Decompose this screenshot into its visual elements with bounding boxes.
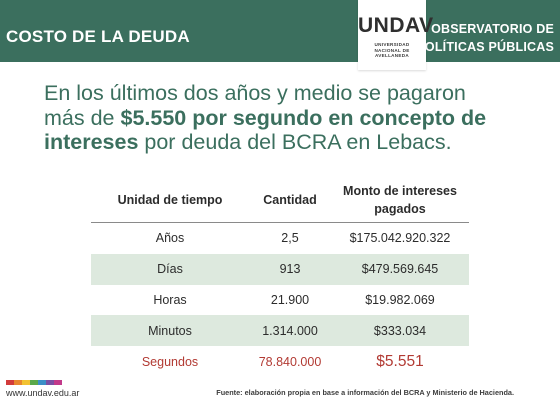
table-row: Días 913 $479.569.645 <box>91 253 469 285</box>
color-stripe-segment <box>6 380 14 385</box>
cell-amount: $333.034 <box>331 315 469 347</box>
headline-text-1: En los últimos dos años y medio se pagar… <box>44 81 466 105</box>
cell-quantity: 1.314.000 <box>249 315 331 347</box>
cell-quantity: 78.840.000 <box>258 354 322 369</box>
cell-quantity: 21.900 <box>270 292 310 307</box>
table-row: Años 2,5 $175.042.920.322 <box>91 223 469 254</box>
color-stripe-segment <box>14 380 22 385</box>
logo-wordmark: UNDAV <box>358 14 434 37</box>
table-header-row: Unidad de tiempo Cantidad Monto de inter… <box>91 178 469 223</box>
headline-line-1: En los últimos dos años y medio se pagar… <box>44 81 544 106</box>
color-stripe-segment <box>46 380 54 385</box>
interest-table: Unidad de tiempo Cantidad Monto de inter… <box>91 178 469 377</box>
cell-unit: Minutos <box>91 315 249 347</box>
observatory-title-line1: OBSERVATORIO DE <box>431 22 554 36</box>
logo-line-3: AVELLANEDA <box>374 53 410 58</box>
logo-line-2: NACIONAL DE <box>374 47 410 53</box>
cell-unit: Horas <box>153 292 187 307</box>
col-header-amount: Monto de intereses pagados <box>331 178 469 223</box>
cell-amount: $479.569.645 <box>331 253 469 285</box>
table-row: Minutos 1.314.000 $333.034 <box>91 315 469 347</box>
headline-bold-intereses: intereses <box>44 130 139 154</box>
section-title: COSTO DE LA DEUDA <box>6 27 190 46</box>
data-table: Unidad de tiempo Cantidad Monto de inter… <box>91 178 469 377</box>
table-row: Horas 21.900 $19.982.069 <box>91 285 469 316</box>
cell-unit: Días <box>91 253 249 285</box>
col-header-quantity: Cantidad <box>249 178 331 223</box>
headline-text-3: por deuda del BCRA en Lebacs. <box>138 130 452 154</box>
cell-quantity: 913 <box>249 253 331 285</box>
cell-unit: Años <box>155 231 185 246</box>
headline-bold-amount: $5.550 por segundo en concepto de <box>120 105 487 130</box>
logo-line-1: UNIVERSIDAD <box>374 42 410 47</box>
headline-text-2: más de <box>44 105 121 130</box>
color-stripe-segment <box>30 380 38 385</box>
color-stripe-segment <box>22 380 30 385</box>
website-link[interactable]: www.undav.edu.ar <box>6 388 80 398</box>
cell-quantity: 2,5 <box>281 231 299 246</box>
cell-amount: $19.982.069 <box>365 292 435 307</box>
col-header-unit: Unidad de tiempo <box>91 178 249 223</box>
headline: En los últimos dos años y medio se pagar… <box>44 81 544 155</box>
observatory-title-line2: POLÍTICAS PÚBLICAS <box>416 40 554 54</box>
cell-amount: $5.551 <box>376 352 424 370</box>
header-bar: COSTO DE LA DEUDA OBSERVATORIO DE POLÍTI… <box>0 0 560 62</box>
color-stripe-segment <box>38 380 46 385</box>
cell-amount: $175.042.920.322 <box>349 231 451 246</box>
cell-unit: Segundos <box>141 354 199 369</box>
footer-brand: www.undav.edu.ar <box>6 380 79 398</box>
table-row-highlight: Segundos 78.840.000 $5.551 <box>91 346 469 377</box>
headline-line-3: intereses por deuda del BCRA en Lebacs. <box>44 130 544 155</box>
headline-line-2: más de $5.550 por segundo en concepto de <box>44 106 544 131</box>
color-stripe <box>6 380 79 385</box>
source-note: Fuente: elaboración propia en base a inf… <box>216 388 514 397</box>
observatory-title: OBSERVATORIO DE POLÍTICAS PÚBLICAS <box>416 20 554 56</box>
color-stripe-segment <box>54 380 62 385</box>
undav-logo: UNDAV UNIVERSIDAD NACIONAL DE AVELLANEDA <box>358 0 434 70</box>
